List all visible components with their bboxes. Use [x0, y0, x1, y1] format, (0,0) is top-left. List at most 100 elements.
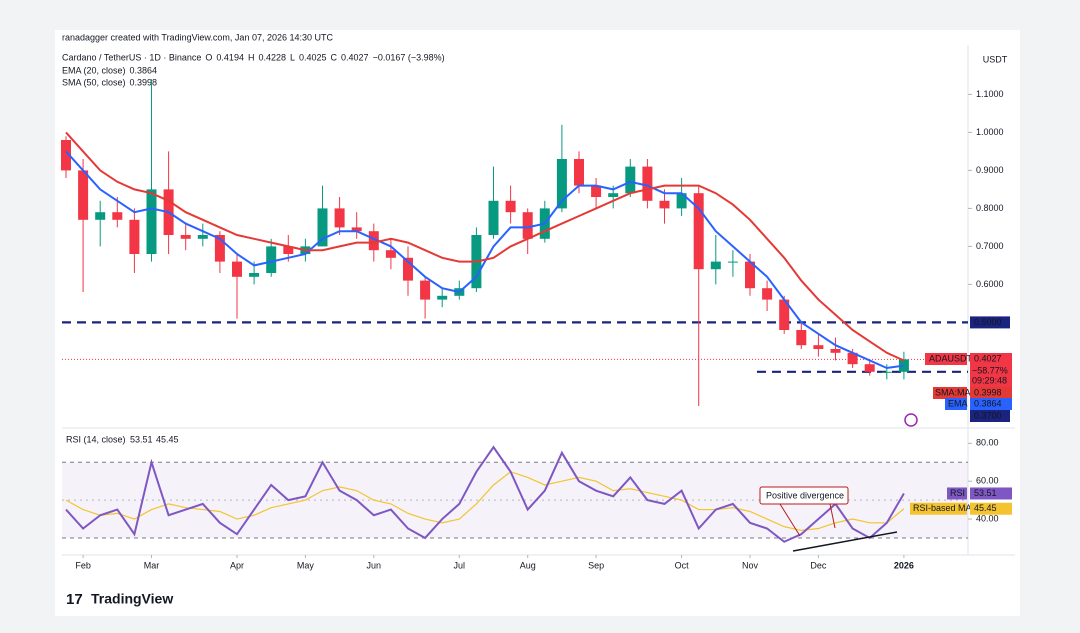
- legend-text: H: [248, 52, 255, 62]
- rsi-title: RSI (14, close): [66, 434, 126, 444]
- x-tick-label: Nov: [742, 560, 759, 570]
- annotation-arrow: [779, 503, 836, 537]
- rsi-ma-tag: [970, 502, 1012, 515]
- candle-body: [796, 330, 807, 346]
- x-tick-label: Jul: [454, 560, 466, 570]
- x-tick-label: Feb: [75, 560, 91, 570]
- price-tag: [945, 398, 967, 410]
- x-tick-label: Sep: [588, 560, 604, 570]
- logo-mark: 17: [66, 591, 83, 608]
- candle-body: [488, 200, 499, 235]
- rsi-ma-tag: [910, 502, 967, 515]
- candle-body: [591, 185, 602, 197]
- level-label: 0.5000: [974, 317, 1002, 327]
- x-tick-label: Oct: [675, 560, 690, 570]
- candle-body: [385, 250, 396, 258]
- legend-text: 0.4025: [299, 52, 327, 62]
- candle-body: [779, 299, 790, 330]
- annotation: Positive divergence: [766, 490, 844, 500]
- rsi-ma-tag-name: RSI-based MA: [913, 503, 972, 513]
- price-tag: [925, 353, 967, 365]
- legend-text: 0.4228: [258, 52, 286, 62]
- candle-body: [745, 261, 755, 289]
- candle-body: [676, 193, 687, 209]
- legend-text: 0.4027: [341, 52, 369, 62]
- y-tick-label: 1.0000: [976, 127, 1004, 137]
- x-tick-label: 2026: [894, 560, 914, 570]
- y-tick-label: 1.1000: [976, 89, 1004, 99]
- header: ranadagger created with TradingView.com,…: [62, 32, 333, 42]
- price-tag: [970, 398, 1012, 410]
- x-tick-label: May: [297, 560, 315, 570]
- x-tick-label: Apr: [230, 560, 244, 570]
- price-tag-name: ADAUSDT: [929, 353, 973, 363]
- candle-body: [830, 349, 841, 353]
- candle-body: [214, 235, 225, 262]
- rsi-tick-label: 60.00: [976, 476, 999, 486]
- price-tag: [970, 353, 1012, 365]
- rsi-tag: [970, 487, 1012, 500]
- candle-body: [556, 159, 567, 209]
- logo: TradingView: [91, 591, 173, 607]
- candle-body: [197, 235, 208, 239]
- price-tag: [933, 387, 967, 399]
- legend-text: O: [205, 52, 212, 62]
- candle-body: [864, 364, 875, 372]
- candle-body: [522, 212, 533, 239]
- candle-body: [283, 246, 294, 254]
- candle-body: [727, 261, 738, 263]
- rsi-tag-value: 53.51: [974, 488, 997, 498]
- candle-body: [78, 170, 89, 220]
- candle-body: [762, 288, 773, 300]
- currency: USDT: [983, 54, 1008, 64]
- price-tag-value: 0.3864: [974, 398, 1002, 408]
- candle-body: [232, 261, 242, 277]
- rsi-tick-label: 80.00: [976, 438, 999, 448]
- candle-body: [249, 273, 260, 277]
- price-tag-name: EMA: [948, 398, 968, 408]
- indicator-line: [65, 131, 905, 362]
- candle-body: [403, 257, 413, 281]
- candle-body: [95, 212, 106, 220]
- candle-body: [61, 140, 71, 171]
- candle-body: [112, 212, 123, 220]
- price-tag-name: SMA:MA: [935, 387, 971, 397]
- rsi-line: [65, 445, 905, 543]
- level-label: 0.3700: [974, 410, 1002, 420]
- candle-body: [608, 193, 619, 197]
- candle-body: [813, 345, 824, 349]
- candle-body: [317, 208, 328, 247]
- legend-text: L: [290, 52, 295, 62]
- y-tick-label: 0.9000: [976, 165, 1004, 175]
- rsi-tag: [947, 487, 967, 500]
- candle-body: [505, 200, 516, 213]
- y-tick-label: 0.6000: [976, 279, 1004, 289]
- candle-body: [129, 219, 140, 254]
- candle-body: [847, 352, 858, 365]
- price-tag: [970, 387, 1012, 399]
- candle-body: [625, 166, 636, 194]
- y-tick-label: 0.8000: [976, 203, 1004, 213]
- candle-body: [574, 159, 584, 186]
- legend-text: EMA (20, close): [62, 65, 126, 75]
- divergence-line: [792, 531, 898, 552]
- rsi-ma-tag-value: 45.45: [974, 503, 997, 513]
- candle-body: [334, 208, 345, 228]
- candle-body: [266, 246, 277, 273]
- candle-body: [180, 235, 191, 239]
- price-tag-value: 0.3998: [974, 387, 1002, 397]
- candle-body: [642, 166, 653, 201]
- rsi-tick-label: 40.00: [976, 513, 999, 523]
- price-tag-value: 0.4027: [974, 353, 1002, 363]
- rsi-ma-line: [65, 471, 905, 532]
- rsi-tag-name: RSI: [950, 488, 965, 498]
- candle-body: [881, 371, 892, 373]
- price-tag-change: −58.77%: [972, 365, 1008, 375]
- y-tick-label: 0.7000: [976, 241, 1004, 251]
- rsi-legend-ma: 45.45: [156, 434, 179, 444]
- legend-text: 0.4194: [216, 52, 244, 62]
- x-tick-label: Dec: [810, 560, 827, 570]
- annotation-box: [759, 486, 849, 505]
